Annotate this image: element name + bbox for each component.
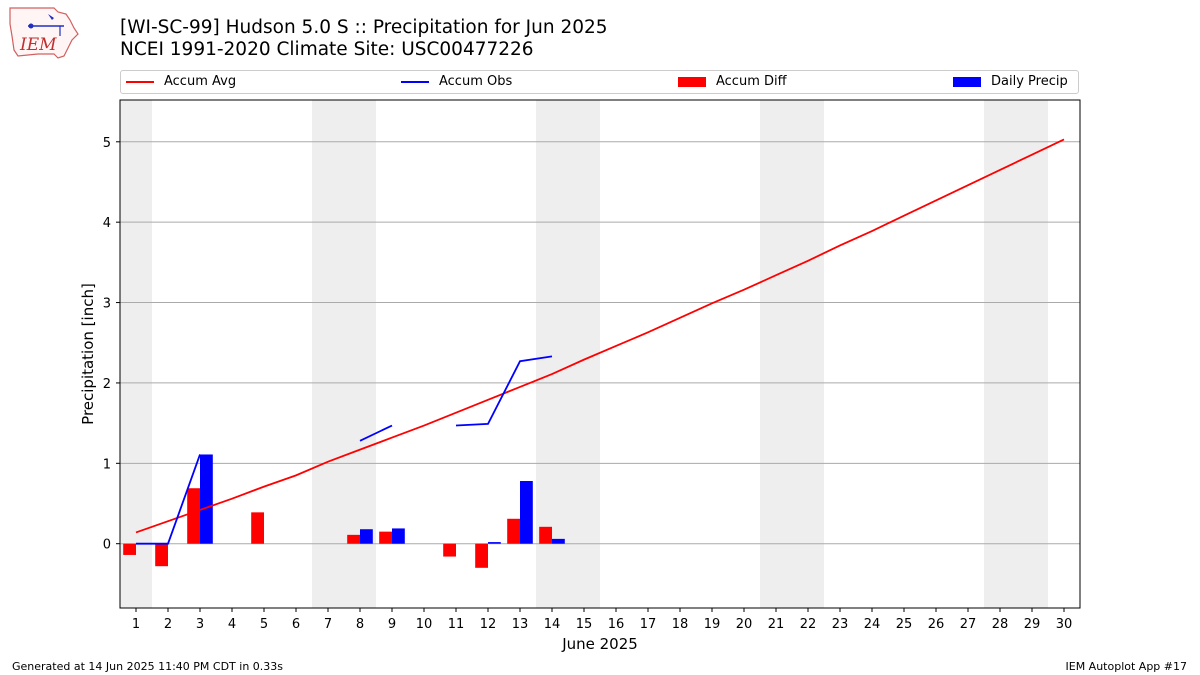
weekend-shade-0 xyxy=(120,100,152,608)
accum-diff-bar-day-9 xyxy=(379,531,392,544)
x-tick-label-19: 19 xyxy=(704,617,721,632)
generated-timestamp: Generated at 14 Jun 2025 11:40 PM CDT in… xyxy=(12,660,284,673)
x-tick-label-16: 16 xyxy=(608,617,625,632)
accum-obs-line-segment-1 xyxy=(359,424,393,442)
x-tick-label-10: 10 xyxy=(416,617,433,632)
weekend-shade-3 xyxy=(760,100,824,608)
x-tick-label-29: 29 xyxy=(1024,617,1041,632)
legend-accum-diff-label: Accum Diff xyxy=(716,74,787,89)
chart-legend: Accum Avg Accum Obs Accum Diff Daily Pre… xyxy=(120,70,1079,94)
y-axis-label: Precipitation [inch] xyxy=(79,283,97,425)
x-tick-label-26: 26 xyxy=(928,617,945,632)
x-tick-label-28: 28 xyxy=(992,617,1009,632)
x-tick-label-9: 9 xyxy=(388,617,396,632)
accum-avg-line xyxy=(135,138,1065,534)
legend-accum-avg: Accum Avg xyxy=(126,74,236,92)
y-tick-label-0: 0 xyxy=(103,538,111,553)
accum-obs-line-segment-2 xyxy=(455,355,553,427)
x-axis-label: June 2025 xyxy=(561,635,638,653)
x-tick-label-14: 14 xyxy=(544,617,561,632)
legend-daily-precip-swatch xyxy=(953,76,981,87)
x-tick-label-30: 30 xyxy=(1056,617,1073,632)
legend-accum-avg-label: Accum Avg xyxy=(164,74,237,89)
daily-precip-bar-day-3 xyxy=(200,454,213,544)
chart-subtitle: NCEI 1991-2020 Climate Site: USC00477226 xyxy=(120,39,534,60)
x-tick-label-24: 24 xyxy=(864,617,881,632)
x-tick-label-2: 2 xyxy=(164,617,172,632)
iem-logo: IEM xyxy=(8,6,80,60)
accum-diff-bar-day-13 xyxy=(507,518,520,544)
x-tick-label-4: 4 xyxy=(228,617,236,632)
accum-obs-line-segment-0 xyxy=(136,454,201,545)
accum-diff-bar-day-14 xyxy=(539,526,552,544)
x-tick-label-12: 12 xyxy=(480,617,497,632)
x-tick-label-25: 25 xyxy=(896,617,913,632)
x-tick-label-13: 13 xyxy=(512,617,529,632)
x-tick-label-1: 1 xyxy=(132,617,140,632)
x-tick-label-23: 23 xyxy=(832,617,849,632)
x-tick-label-20: 20 xyxy=(736,617,753,632)
y-tick-label-3: 3 xyxy=(103,297,111,312)
y-tick-label-4: 4 xyxy=(103,216,111,231)
daily-precip-bar-day-12 xyxy=(488,542,501,544)
x-tick-label-27: 27 xyxy=(960,617,977,632)
weekend-shade-4 xyxy=(984,100,1048,608)
legend-daily-precip: Daily Precip xyxy=(953,74,1068,92)
plot-frame xyxy=(119,99,1081,609)
x-tick-label-21: 21 xyxy=(768,617,785,632)
x-tick-label-6: 6 xyxy=(292,617,300,632)
x-tick-label-7: 7 xyxy=(324,617,332,632)
accum-diff-bar-day-12 xyxy=(475,543,488,568)
weekend-shade-2 xyxy=(536,100,600,608)
chart-title: [WI-SC-99] Hudson 5.0 S :: Precipitation… xyxy=(120,17,608,38)
legend-accum-avg-swatch xyxy=(126,80,154,83)
accum-diff-bar-day-5 xyxy=(251,512,264,544)
x-tick-label-22: 22 xyxy=(800,617,817,632)
y-tick-label-5: 5 xyxy=(103,136,111,151)
app-label: IEM Autoplot App #17 xyxy=(1065,660,1188,673)
weekend-shade-1 xyxy=(312,100,376,608)
accum-diff-bar-day-2 xyxy=(155,543,168,567)
y-tick-label-1: 1 xyxy=(103,457,111,472)
x-tick-label-15: 15 xyxy=(576,617,593,632)
accum-diff-bar-day-11 xyxy=(443,543,456,557)
x-tick-label-18: 18 xyxy=(672,617,689,632)
svg-text:IEM: IEM xyxy=(19,35,57,55)
daily-precip-bar-day-9 xyxy=(392,528,405,544)
x-tick-label-11: 11 xyxy=(448,617,465,632)
legend-accum-diff: Accum Diff xyxy=(678,74,787,92)
x-tick-label-8: 8 xyxy=(356,617,364,632)
y-tick-label-2: 2 xyxy=(103,377,111,392)
daily-precip-bar-day-8 xyxy=(360,529,373,544)
x-tick-label-17: 17 xyxy=(640,617,657,632)
legend-accum-obs-label: Accum Obs xyxy=(439,74,513,89)
legend-accum-diff-swatch xyxy=(678,76,706,87)
accum-diff-bar-day-8 xyxy=(347,534,360,544)
accum-diff-bar-day-1 xyxy=(123,543,136,555)
x-tick-label-3: 3 xyxy=(196,617,204,632)
x-tick-label-5: 5 xyxy=(260,617,268,632)
legend-accum-obs: Accum Obs xyxy=(401,74,512,92)
daily-precip-bar-day-13 xyxy=(520,481,533,544)
daily-precip-bar-day-14 xyxy=(552,538,565,544)
legend-accum-obs-swatch xyxy=(401,80,429,83)
accum-diff-bar-day-3 xyxy=(187,488,200,544)
legend-daily-precip-label: Daily Precip xyxy=(991,74,1068,89)
